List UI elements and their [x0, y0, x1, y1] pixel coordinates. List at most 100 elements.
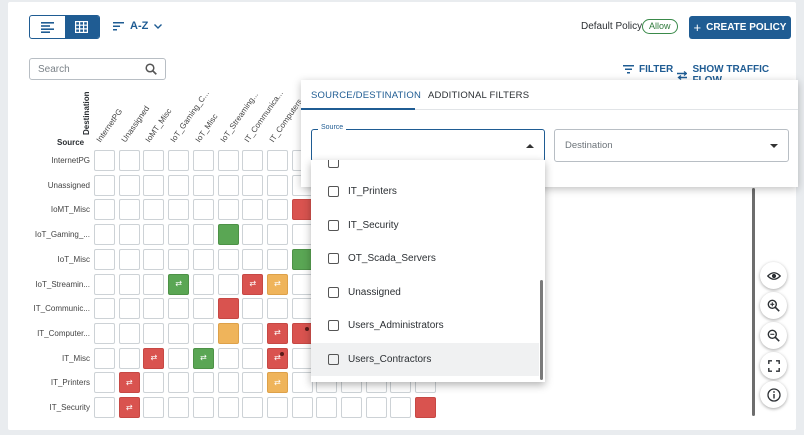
matrix-cell[interactable]	[291, 298, 313, 320]
matrix-cell[interactable]	[168, 150, 190, 171]
matrix-cell[interactable]	[143, 248, 165, 270]
matrix-cell[interactable]	[192, 273, 214, 295]
visibility-button[interactable]	[760, 262, 787, 289]
matrix-cell[interactable]: ⇄	[168, 273, 190, 295]
matrix-cell[interactable]	[217, 397, 239, 418]
grid-view-button[interactable]	[64, 16, 99, 38]
matrix-cell[interactable]	[168, 322, 190, 344]
matrix-cell[interactable]	[94, 397, 115, 418]
source-option[interactable]: Unassigned	[311, 276, 539, 309]
zoom-in-button[interactable]	[760, 292, 787, 319]
matrix-cell[interactable]	[118, 298, 140, 320]
matrix-cell[interactable]	[266, 174, 288, 196]
checkbox[interactable]	[328, 354, 339, 365]
matrix-cell[interactable]	[168, 347, 190, 369]
matrix-cell[interactable]	[291, 322, 313, 344]
matrix-cell[interactable]	[168, 199, 190, 221]
matrix-cell[interactable]	[242, 322, 264, 344]
matrix-cell[interactable]	[94, 322, 115, 344]
matrix-cell[interactable]	[192, 150, 214, 171]
info-button[interactable]	[760, 381, 787, 408]
matrix-cell[interactable]	[143, 298, 165, 320]
matrix-cell[interactable]	[94, 273, 115, 295]
matrix-cell[interactable]	[266, 150, 288, 171]
source-option[interactable]: Users_Administrators	[311, 309, 539, 342]
matrix-cell[interactable]	[192, 248, 214, 270]
matrix-cell[interactable]	[217, 174, 239, 196]
matrix-cell[interactable]	[217, 150, 239, 171]
matrix-cell[interactable]	[316, 397, 338, 418]
matrix-cell[interactable]	[94, 224, 115, 246]
source-option[interactable]: IT_Printers	[311, 175, 539, 208]
matrix-cell[interactable]	[291, 347, 313, 369]
matrix-cell[interactable]	[217, 298, 239, 320]
matrix-cell[interactable]	[168, 248, 190, 270]
source-option[interactable]: OT_Scada_Servers	[311, 242, 539, 275]
matrix-cell[interactable]: ⇄	[266, 372, 288, 394]
matrix-cell[interactable]	[143, 224, 165, 246]
matrix-cell[interactable]	[118, 150, 140, 171]
matrix-cell[interactable]	[242, 298, 264, 320]
source-options-list[interactable]: IT_Printers IT_Security OT_Scada_Servers…	[311, 160, 545, 382]
matrix-scrollbar[interactable]	[752, 188, 755, 416]
matrix-cell[interactable]	[217, 347, 239, 369]
matrix-cell[interactable]	[143, 322, 165, 344]
matrix-cell[interactable]: ⇄	[266, 322, 288, 344]
matrix-cell[interactable]	[94, 298, 115, 320]
matrix-cell[interactable]	[242, 347, 264, 369]
matrix-cell[interactable]	[94, 372, 115, 394]
checkbox[interactable]	[328, 186, 339, 197]
matrix-cell[interactable]	[291, 273, 313, 295]
source-select[interactable]	[311, 129, 545, 162]
matrix-cell[interactable]	[118, 174, 140, 196]
matrix-cell[interactable]: ⇄	[266, 273, 288, 295]
matrix-cell[interactable]	[291, 199, 313, 221]
matrix-cell[interactable]	[242, 224, 264, 246]
matrix-cell[interactable]: ⇄	[118, 397, 140, 418]
checkbox[interactable]	[328, 320, 339, 331]
matrix-cell[interactable]	[192, 199, 214, 221]
zoom-out-button[interactable]	[760, 322, 787, 349]
matrix-cell[interactable]	[365, 397, 387, 418]
matrix-cell[interactable]	[266, 298, 288, 320]
matrix-cell[interactable]	[192, 397, 214, 418]
matrix-cell[interactable]	[94, 150, 115, 171]
checkbox[interactable]	[328, 160, 339, 168]
dropdown-scrollbar[interactable]	[540, 280, 543, 380]
matrix-cell[interactable]	[291, 248, 313, 270]
matrix-cell[interactable]	[266, 397, 288, 418]
sort-dropdown[interactable]: A-Z	[113, 20, 163, 32]
matrix-cell[interactable]	[217, 248, 239, 270]
matrix-cell[interactable]	[341, 397, 362, 418]
matrix-cell[interactable]	[192, 224, 214, 246]
matrix-cell[interactable]	[217, 199, 239, 221]
matrix-cell[interactable]	[143, 199, 165, 221]
matrix-cell[interactable]	[118, 199, 140, 221]
matrix-cell[interactable]	[242, 174, 264, 196]
matrix-cell[interactable]	[242, 199, 264, 221]
matrix-cell[interactable]	[217, 322, 239, 344]
checkbox[interactable]	[328, 287, 339, 298]
matrix-cell[interactable]	[143, 174, 165, 196]
matrix-cell[interactable]	[266, 224, 288, 246]
list-view-button[interactable]	[30, 16, 65, 38]
source-option[interactable]: IT_Security	[311, 209, 539, 242]
source-option[interactable]	[311, 160, 539, 179]
matrix-cell[interactable]: ⇄	[118, 372, 140, 394]
matrix-cell[interactable]	[94, 174, 115, 196]
matrix-cell[interactable]	[118, 347, 140, 369]
source-option[interactable]: Users_Contractors	[311, 343, 539, 376]
matrix-cell[interactable]	[118, 322, 140, 344]
checkbox[interactable]	[328, 220, 339, 231]
matrix-cell[interactable]	[242, 372, 264, 394]
matrix-cell[interactable]	[390, 397, 412, 418]
matrix-cell[interactable]	[168, 298, 190, 320]
matrix-cell[interactable]	[94, 347, 115, 369]
matrix-cell[interactable]	[168, 372, 190, 394]
matrix-cell[interactable]	[192, 372, 214, 394]
matrix-cell[interactable]	[291, 224, 313, 246]
tab-source-destination[interactable]: SOURCE/DESTINATION	[311, 90, 422, 101]
matrix-cell[interactable]	[266, 199, 288, 221]
matrix-cell[interactable]	[242, 248, 264, 270]
create-policy-button[interactable]: + CREATE POLICY	[689, 16, 791, 39]
